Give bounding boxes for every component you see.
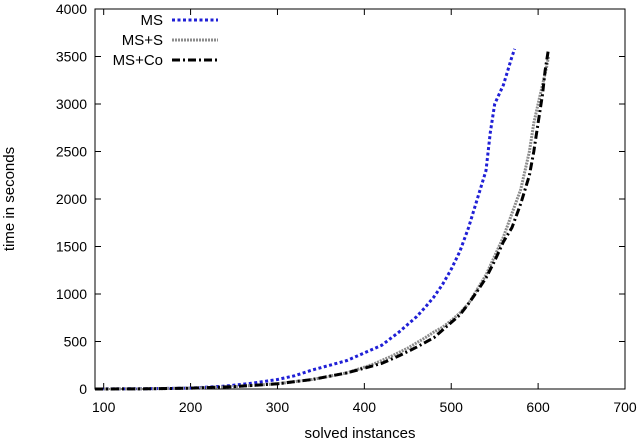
y-tick-label: 1500 — [56, 239, 87, 255]
y-tick-label: 2000 — [56, 191, 87, 207]
x-tick-label: 300 — [266, 399, 290, 415]
y-tick-label: 1000 — [56, 286, 87, 302]
x-tick-label: 500 — [440, 399, 464, 415]
x-tick-labels: 100 200 300 400 500 600 700 — [92, 399, 637, 415]
y-tick-label: 500 — [64, 334, 88, 350]
y-tick-label: 3000 — [56, 96, 87, 112]
x-tick-label: 200 — [179, 399, 203, 415]
series-line-ms-plus-s — [94, 56, 550, 391]
legend: MS MS+S MS+Co — [113, 12, 218, 69]
x-tick-label: 100 — [92, 399, 116, 415]
series-line-ms-plus-co — [94, 48, 550, 391]
series-line-ms — [94, 48, 517, 391]
x-tick-label: 400 — [353, 399, 377, 415]
series-lines — [94, 48, 550, 391]
legend-label: MS+Co — [113, 52, 163, 69]
axis-ticks — [95, 8, 626, 390]
y-tick-labels: 0 500 1000 1500 2000 2500 3000 3500 4000 — [56, 1, 87, 397]
y-tick-label: 3500 — [56, 49, 87, 65]
x-axis-title: solved instances — [305, 425, 416, 442]
y-axis-title: time in seconds — [1, 147, 18, 251]
legend-label: MS+S — [122, 32, 163, 49]
x-tick-label: 700 — [613, 399, 637, 415]
y-tick-label: 4000 — [56, 1, 87, 17]
x-tick-label: 600 — [526, 399, 550, 415]
legend-label: MS — [141, 12, 164, 29]
y-tick-label: 0 — [79, 381, 87, 397]
y-tick-label: 2500 — [56, 144, 87, 160]
